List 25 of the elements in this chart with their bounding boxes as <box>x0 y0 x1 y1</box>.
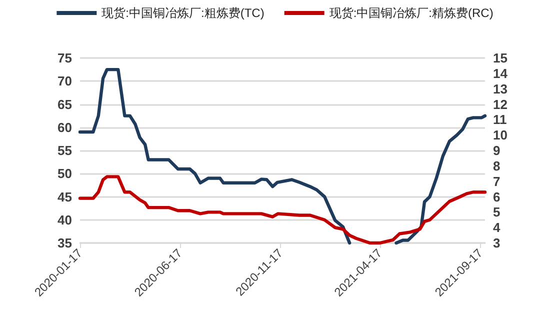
y2-tick-label: 8 <box>493 158 500 174</box>
y-tick-label: 70 <box>58 74 72 89</box>
y2-tick-label: 11 <box>493 112 507 128</box>
y-tick-label: 35 <box>58 236 72 250</box>
y-tick-label: 75 <box>58 50 72 66</box>
y-tick-label: 65 <box>58 96 72 112</box>
y2-tick-label: 10 <box>493 128 508 143</box>
y-tick-label: 40 <box>58 212 72 228</box>
y2-tick-label: 5 <box>493 204 500 220</box>
y2-tick-label: 7 <box>493 174 500 189</box>
y-tick-label: 45 <box>58 189 72 204</box>
y-tick-label: 55 <box>58 143 72 158</box>
y2-tick-label: 6 <box>493 189 500 204</box>
legend-label: 现货:中国铜冶炼厂:粗炼费(TC) <box>102 6 264 20</box>
y-tick-label: 50 <box>58 166 72 182</box>
y2-tick-label: 13 <box>493 81 508 96</box>
line-series <box>78 175 487 245</box>
y2-tick-label: 3 <box>493 236 500 250</box>
y2-tick-label: 4 <box>493 220 501 236</box>
y2-tick-label: 14 <box>493 66 508 81</box>
y2-tick-label: 9 <box>493 143 500 158</box>
y2-tick-label: 15 <box>493 50 508 66</box>
legend-label: 现货:中国铜冶炼厂:精炼费(RC) <box>329 6 494 20</box>
y-tick-label: 60 <box>58 120 72 135</box>
y2-tick-label: 12 <box>493 96 508 112</box>
